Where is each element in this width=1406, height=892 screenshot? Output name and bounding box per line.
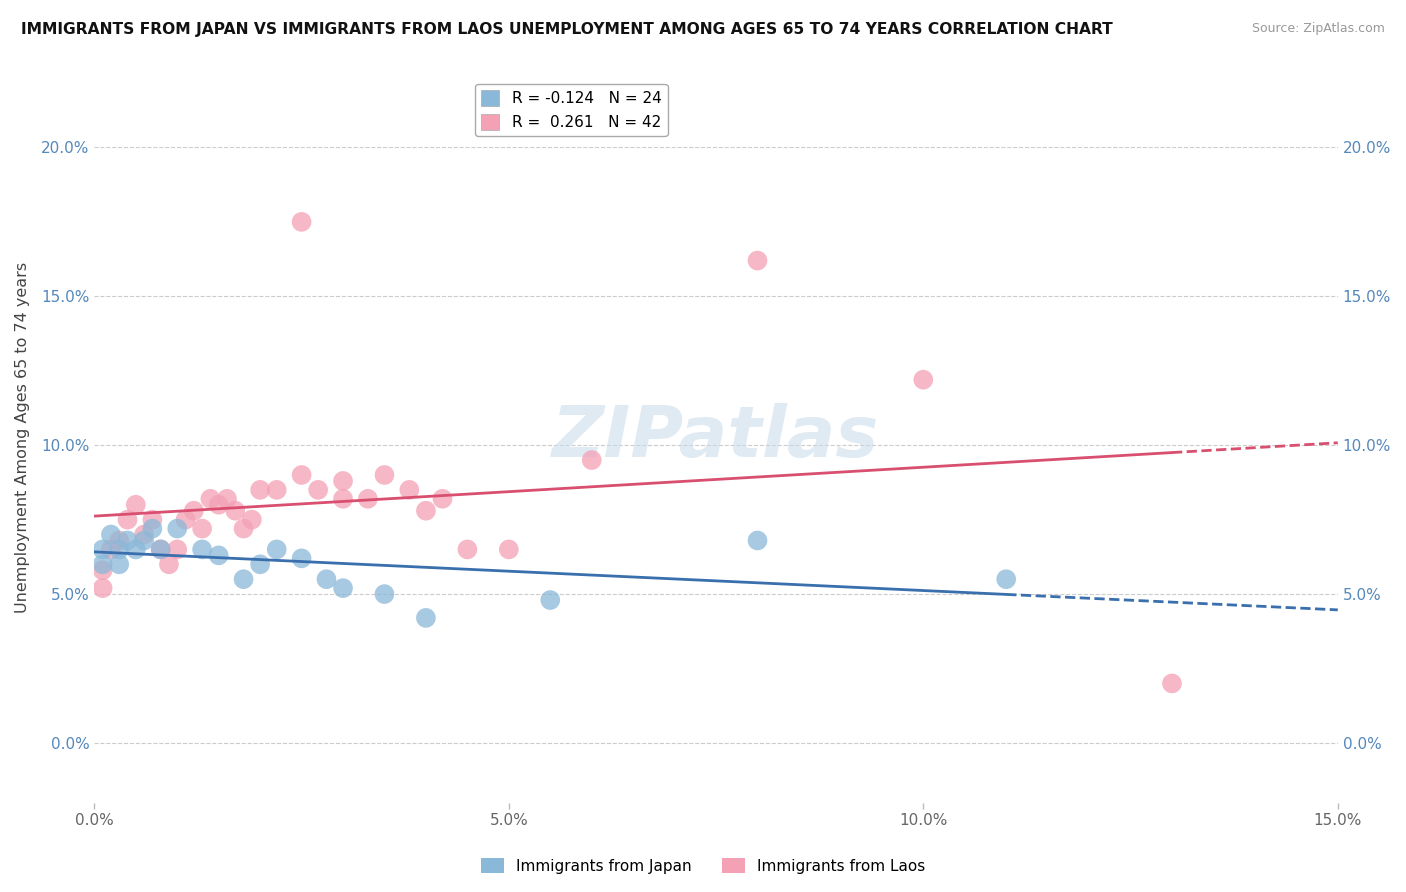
Point xyxy=(415,611,437,625)
Point xyxy=(747,253,769,268)
Point xyxy=(290,215,312,229)
Point xyxy=(91,563,114,577)
Point xyxy=(240,513,263,527)
Point xyxy=(208,498,231,512)
Point xyxy=(208,549,231,563)
Point xyxy=(266,542,288,557)
Text: ZIPatlas: ZIPatlas xyxy=(553,403,880,472)
Point xyxy=(249,558,271,572)
Point xyxy=(108,542,131,557)
Point xyxy=(125,498,148,512)
Point xyxy=(232,522,254,536)
Point xyxy=(191,522,214,536)
Point xyxy=(456,542,478,557)
Point xyxy=(224,504,246,518)
Point xyxy=(91,581,114,595)
Point xyxy=(200,491,222,506)
Point xyxy=(117,513,139,527)
Point xyxy=(149,542,172,557)
Point xyxy=(432,491,454,506)
Point xyxy=(332,491,354,506)
Point xyxy=(398,483,420,497)
Text: IMMIGRANTS FROM JAPAN VS IMMIGRANTS FROM LAOS UNEMPLOYMENT AMONG AGES 65 TO 74 Y: IMMIGRANTS FROM JAPAN VS IMMIGRANTS FROM… xyxy=(21,22,1112,37)
Legend: R = -0.124   N = 24, R =  0.261   N = 42: R = -0.124 N = 24, R = 0.261 N = 42 xyxy=(475,84,668,136)
Point xyxy=(125,542,148,557)
Point xyxy=(166,522,188,536)
Point xyxy=(215,491,238,506)
Point xyxy=(266,483,288,497)
Point xyxy=(373,587,395,601)
Point xyxy=(912,373,935,387)
Point xyxy=(995,572,1018,586)
Point xyxy=(108,558,131,572)
Point xyxy=(332,581,354,595)
Point xyxy=(290,467,312,482)
Point xyxy=(538,593,561,607)
Point xyxy=(100,542,122,557)
Point xyxy=(249,483,271,497)
Point xyxy=(100,527,122,541)
Point xyxy=(1161,676,1184,690)
Point xyxy=(141,513,163,527)
Point xyxy=(132,527,155,541)
Point xyxy=(581,453,603,467)
Point xyxy=(108,533,131,548)
Point xyxy=(191,542,214,557)
Point xyxy=(132,533,155,548)
Point xyxy=(373,467,395,482)
Legend: Immigrants from Japan, Immigrants from Laos: Immigrants from Japan, Immigrants from L… xyxy=(475,852,931,880)
Point xyxy=(415,504,437,518)
Point xyxy=(91,542,114,557)
Point xyxy=(141,522,163,536)
Point xyxy=(174,513,197,527)
Point xyxy=(747,533,769,548)
Point xyxy=(149,542,172,557)
Point xyxy=(183,504,205,518)
Point xyxy=(357,491,380,506)
Point xyxy=(332,474,354,488)
Point xyxy=(91,558,114,572)
Point xyxy=(307,483,329,497)
Point xyxy=(117,533,139,548)
Point xyxy=(232,572,254,586)
Y-axis label: Unemployment Among Ages 65 to 74 years: Unemployment Among Ages 65 to 74 years xyxy=(15,262,30,614)
Point xyxy=(290,551,312,566)
Point xyxy=(315,572,337,586)
Text: Source: ZipAtlas.com: Source: ZipAtlas.com xyxy=(1251,22,1385,36)
Point xyxy=(166,542,188,557)
Point xyxy=(498,542,520,557)
Point xyxy=(157,558,180,572)
